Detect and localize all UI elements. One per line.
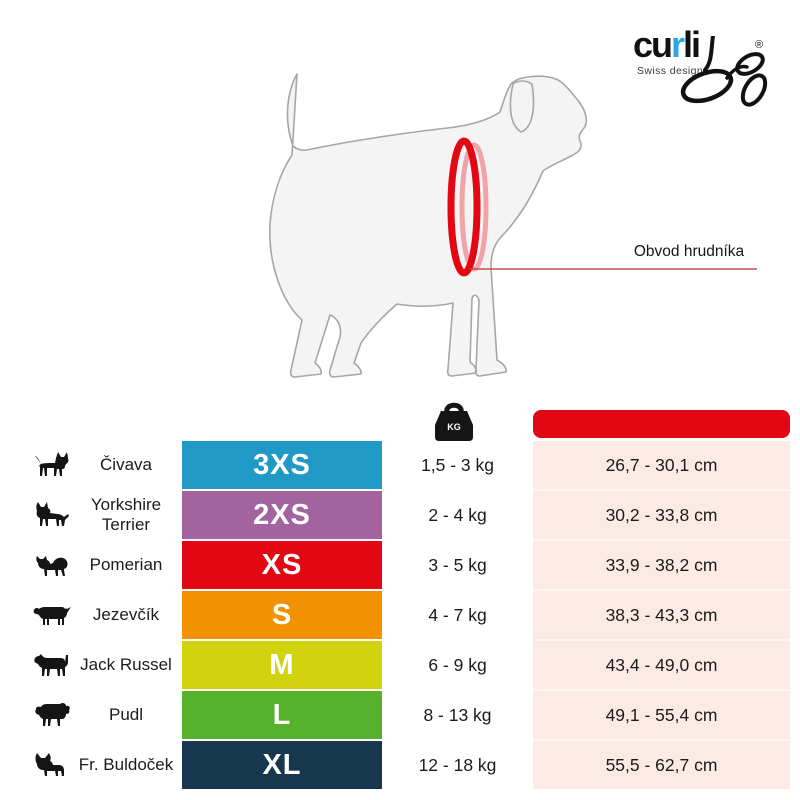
breed-name: Pomerian <box>89 555 163 575</box>
breed-icon-box <box>28 449 74 481</box>
table-row: Jezevčík S 4 - 7 kg 38,3 - 43,3 cm <box>0 591 800 639</box>
weight-range: 4 - 7 kg <box>428 604 487 625</box>
size-badge: S <box>182 591 382 639</box>
weight-range: 3 - 5 kg <box>428 554 487 575</box>
size-badge: M <box>182 641 382 689</box>
chest-range: 55,5 - 62,7 cm <box>605 754 718 775</box>
row-separator <box>533 539 790 541</box>
chest-range: 26,7 - 30,1 cm <box>605 454 718 475</box>
table-row: Pudl L 8 - 13 kg 49,1 - 55,4 cm <box>0 691 800 739</box>
breed-name: Jack Russel <box>80 655 172 675</box>
breed-name: Fr. Buldoček <box>78 755 174 775</box>
kg-weight-icon: KG <box>432 399 476 445</box>
row-separator <box>533 739 790 741</box>
breed-icon-box <box>28 649 74 681</box>
table-row: Fr. Buldoček XL 12 - 18 kg 55,5 - 62,7 c… <box>0 741 800 789</box>
size-badge: XL <box>182 741 382 789</box>
weight-range: 2 - 4 kg <box>428 504 487 525</box>
breed-name: Pudl <box>108 705 144 725</box>
chest-range: 30,2 - 33,8 cm <box>605 504 718 525</box>
row-separator <box>533 489 790 491</box>
breed-name: Čivava <box>100 455 152 475</box>
logo-flourish-icon <box>680 36 768 107</box>
size-badge: 2XS <box>182 491 382 539</box>
size-badge: 3XS <box>182 441 382 489</box>
chest-ring-back <box>459 142 489 272</box>
logo-word-accent: r <box>671 24 685 65</box>
registered-mark: ® <box>755 39 764 51</box>
chest-ring-icon <box>447 137 481 277</box>
dachshund-icon <box>33 607 71 625</box>
poodle-icon <box>35 702 70 726</box>
breed-name: Yorkshire Terrier <box>90 495 162 534</box>
table-row: Jack Russel M 6 - 9 kg 43,4 - 49,0 cm <box>0 641 800 689</box>
breed-icon-box <box>28 549 74 581</box>
chest-column-background <box>533 441 790 789</box>
dog-silhouette <box>269 73 588 378</box>
row-separator <box>533 689 790 691</box>
french-bulldog-icon <box>35 753 64 776</box>
logo-wordmark: curli <box>633 24 701 66</box>
table-row: Čivava 3XS 1,5 - 3 kg 26,7 - 30,1 cm <box>0 441 800 489</box>
breed-icon-box <box>28 699 74 731</box>
chest-range: 43,4 - 49,0 cm <box>605 654 718 675</box>
dog-ear <box>509 80 535 133</box>
chest-range: 33,9 - 38,2 cm <box>605 554 718 575</box>
yorkshire-terrier-icon <box>36 502 69 526</box>
pomeranian-icon <box>36 556 68 576</box>
size-badge: XS <box>182 541 382 589</box>
weight-range: 12 - 18 kg <box>418 754 497 775</box>
chest-range: 38,3 - 43,3 cm <box>605 604 718 625</box>
row-separator <box>533 639 790 641</box>
jack-russell-icon <box>34 654 68 676</box>
size-badge: L <box>182 691 382 739</box>
breed-icon-box <box>28 749 74 781</box>
weight-range: 6 - 9 kg <box>428 654 487 675</box>
chest-range: 49,1 - 55,4 cm <box>605 704 718 725</box>
measurement-label: Obvod hrudníka <box>633 243 745 260</box>
breed-icon-box <box>28 599 74 631</box>
table-row: Pomerian XS 3 - 5 kg 33,9 - 38,2 cm <box>0 541 800 589</box>
breed-icon-box <box>28 499 74 531</box>
table-row: Yorkshire Terrier 2XS 2 - 4 kg 30,2 - 33… <box>0 491 800 539</box>
breed-name: Jezevčík <box>92 605 160 625</box>
weight-range: 8 - 13 kg <box>423 704 492 725</box>
kg-label: KG <box>447 422 461 432</box>
logo-tagline: Swiss design <box>637 65 704 77</box>
chihuahua-icon <box>35 452 69 476</box>
chest-header-bar <box>533 410 790 438</box>
logo-word-part: li <box>683 24 701 65</box>
row-separator <box>533 589 790 591</box>
logo-word-part: cu <box>633 24 673 65</box>
weight-range: 1,5 - 3 kg <box>421 454 494 475</box>
logo: curli Swiss design ® <box>625 24 795 129</box>
